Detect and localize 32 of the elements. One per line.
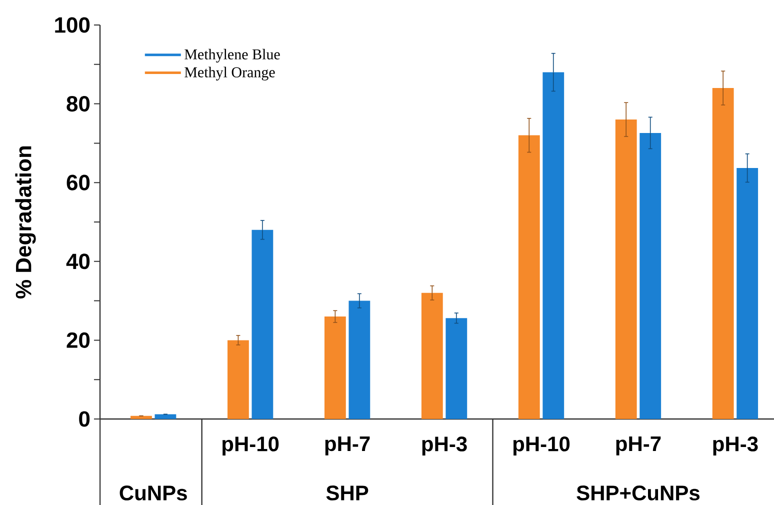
bar — [615, 120, 637, 419]
bar — [518, 135, 540, 419]
bar — [348, 300, 370, 419]
x-tick-label: pH-3 — [713, 436, 758, 456]
text: CuNPs — [120, 486, 187, 500]
bar — [130, 416, 152, 419]
bar — [446, 318, 468, 419]
bar — [712, 88, 734, 419]
text: SHP+CuNPs — [576, 486, 700, 500]
bar — [640, 132, 662, 419]
legend-label: Methyl Orange — [184, 66, 275, 80]
bar — [154, 414, 176, 419]
x-tick-label: pH-10 — [513, 436, 570, 456]
bar — [542, 72, 564, 419]
bar — [324, 316, 346, 419]
x-tick-label: pH-3 — [422, 436, 467, 456]
bar — [228, 340, 249, 419]
y-axis-title: % Degradation — [15, 146, 36, 298]
x-tick-label: pH-10 — [222, 436, 279, 456]
bar — [736, 168, 758, 419]
y-tick-label: 40 — [66, 254, 90, 270]
y-tick-label: 100 — [55, 17, 90, 33]
y-tick-label: 80 — [66, 96, 90, 112]
y-tick-label: 0 — [79, 411, 90, 427]
bar — [421, 292, 443, 419]
y-tick-label: 20 — [66, 332, 90, 348]
text: SHP — [326, 486, 368, 500]
y-tick-label: 60 — [66, 174, 90, 190]
bar — [252, 230, 274, 419]
x-tick-label: pH-7 — [325, 436, 370, 456]
legend-label: Methylene Blue — [184, 48, 280, 63]
x-tick-label: pH-7 — [616, 436, 661, 456]
